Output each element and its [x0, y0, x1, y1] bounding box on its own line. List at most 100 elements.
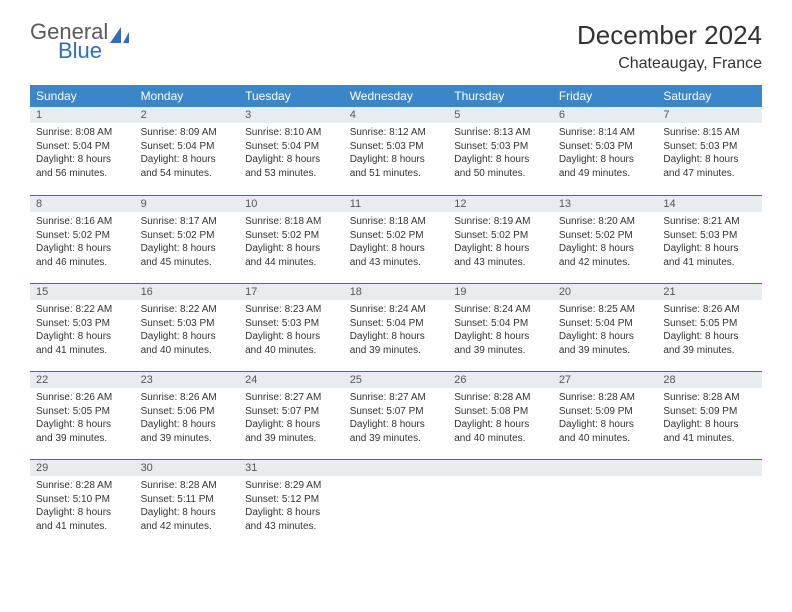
- daylight-line: Daylight: 8 hours and 40 minutes.: [454, 418, 547, 445]
- calendar-day-cell: 23Sunrise: 8:26 AMSunset: 5:06 PMDayligh…: [135, 371, 240, 459]
- day-details: Sunrise: 8:27 AMSunset: 5:07 PMDaylight:…: [344, 388, 449, 451]
- sunset-line: Sunset: 5:04 PM: [350, 317, 443, 331]
- daylight-line: Daylight: 8 hours and 41 minutes.: [36, 506, 129, 533]
- sunset-line: Sunset: 5:02 PM: [141, 229, 234, 243]
- sunrise-line: Sunrise: 8:26 AM: [663, 303, 756, 317]
- sunset-line: Sunset: 5:03 PM: [350, 140, 443, 154]
- sunset-line: Sunset: 5:11 PM: [141, 493, 234, 507]
- sunset-line: Sunset: 5:09 PM: [559, 405, 652, 419]
- calendar-day-cell: [448, 459, 553, 547]
- sunset-line: Sunset: 5:10 PM: [36, 493, 129, 507]
- sunset-line: Sunset: 5:02 PM: [350, 229, 443, 243]
- day-number: 3: [239, 107, 344, 123]
- sunrise-line: Sunrise: 8:12 AM: [350, 126, 443, 140]
- sunrise-line: Sunrise: 8:28 AM: [141, 479, 234, 493]
- day-number: 23: [135, 371, 240, 388]
- sunset-line: Sunset: 5:03 PM: [245, 317, 338, 331]
- day-details: Sunrise: 8:24 AMSunset: 5:04 PMDaylight:…: [448, 300, 553, 363]
- calendar-day-cell: 14Sunrise: 8:21 AMSunset: 5:03 PMDayligh…: [657, 195, 762, 283]
- calendar-day-cell: 24Sunrise: 8:27 AMSunset: 5:07 PMDayligh…: [239, 371, 344, 459]
- daylight-line: Daylight: 8 hours and 47 minutes.: [663, 153, 756, 180]
- day-number: 1: [30, 107, 135, 123]
- sunrise-line: Sunrise: 8:17 AM: [141, 215, 234, 229]
- sunrise-line: Sunrise: 8:08 AM: [36, 126, 129, 140]
- calendar-day-cell: 28Sunrise: 8:28 AMSunset: 5:09 PMDayligh…: [657, 371, 762, 459]
- day-number: 28: [657, 371, 762, 388]
- daylight-line: Daylight: 8 hours and 40 minutes.: [141, 330, 234, 357]
- sunrise-line: Sunrise: 8:29 AM: [245, 479, 338, 493]
- sunrise-line: Sunrise: 8:28 AM: [559, 391, 652, 405]
- sunset-line: Sunset: 5:07 PM: [245, 405, 338, 419]
- sunrise-line: Sunrise: 8:23 AM: [245, 303, 338, 317]
- day-details: Sunrise: 8:22 AMSunset: 5:03 PMDaylight:…: [30, 300, 135, 363]
- calendar-day-cell: 1Sunrise: 8:08 AMSunset: 5:04 PMDaylight…: [30, 107, 135, 195]
- sunset-line: Sunset: 5:03 PM: [454, 140, 547, 154]
- day-number: 30: [135, 459, 240, 476]
- sunset-line: Sunset: 5:03 PM: [663, 140, 756, 154]
- calendar-week-row: 22Sunrise: 8:26 AMSunset: 5:05 PMDayligh…: [30, 371, 762, 459]
- empty-day: [657, 459, 762, 476]
- calendar-day-cell: [657, 459, 762, 547]
- calendar-day-cell: 5Sunrise: 8:13 AMSunset: 5:03 PMDaylight…: [448, 107, 553, 195]
- sunset-line: Sunset: 5:02 PM: [245, 229, 338, 243]
- calendar-day-cell: 16Sunrise: 8:22 AMSunset: 5:03 PMDayligh…: [135, 283, 240, 371]
- daylight-line: Daylight: 8 hours and 40 minutes.: [559, 418, 652, 445]
- daylight-line: Daylight: 8 hours and 43 minutes.: [350, 242, 443, 269]
- sunrise-line: Sunrise: 8:28 AM: [663, 391, 756, 405]
- sunrise-line: Sunrise: 8:22 AM: [36, 303, 129, 317]
- empty-day: [344, 459, 449, 476]
- daylight-line: Daylight: 8 hours and 46 minutes.: [36, 242, 129, 269]
- daylight-line: Daylight: 8 hours and 41 minutes.: [663, 242, 756, 269]
- calendar-week-row: 29Sunrise: 8:28 AMSunset: 5:10 PMDayligh…: [30, 459, 762, 547]
- brand-word-2: Blue: [58, 39, 132, 62]
- day-details: Sunrise: 8:28 AMSunset: 5:08 PMDaylight:…: [448, 388, 553, 451]
- sunset-line: Sunset: 5:08 PM: [454, 405, 547, 419]
- calendar-day-cell: 12Sunrise: 8:19 AMSunset: 5:02 PMDayligh…: [448, 195, 553, 283]
- calendar-day-cell: 3Sunrise: 8:10 AMSunset: 5:04 PMDaylight…: [239, 107, 344, 195]
- sunset-line: Sunset: 5:03 PM: [559, 140, 652, 154]
- day-details: Sunrise: 8:28 AMSunset: 5:11 PMDaylight:…: [135, 476, 240, 539]
- sunrise-line: Sunrise: 8:24 AM: [454, 303, 547, 317]
- calendar-week-row: 15Sunrise: 8:22 AMSunset: 5:03 PMDayligh…: [30, 283, 762, 371]
- daylight-line: Daylight: 8 hours and 44 minutes.: [245, 242, 338, 269]
- day-details: Sunrise: 8:20 AMSunset: 5:02 PMDaylight:…: [553, 212, 658, 275]
- day-number: 17: [239, 283, 344, 300]
- daylight-line: Daylight: 8 hours and 39 minutes.: [141, 418, 234, 445]
- daylight-line: Daylight: 8 hours and 51 minutes.: [350, 153, 443, 180]
- empty-day: [553, 459, 658, 476]
- day-details: Sunrise: 8:16 AMSunset: 5:02 PMDaylight:…: [30, 212, 135, 275]
- calendar-day-cell: 6Sunrise: 8:14 AMSunset: 5:03 PMDaylight…: [553, 107, 658, 195]
- calendar-day-cell: 15Sunrise: 8:22 AMSunset: 5:03 PMDayligh…: [30, 283, 135, 371]
- calendar-day-cell: 20Sunrise: 8:25 AMSunset: 5:04 PMDayligh…: [553, 283, 658, 371]
- day-number: 24: [239, 371, 344, 388]
- day-details: Sunrise: 8:10 AMSunset: 5:04 PMDaylight:…: [239, 123, 344, 186]
- weekday-header: Wednesday: [344, 85, 449, 107]
- day-number: 27: [553, 371, 658, 388]
- day-details: Sunrise: 8:18 AMSunset: 5:02 PMDaylight:…: [344, 212, 449, 275]
- daylight-line: Daylight: 8 hours and 39 minutes.: [663, 330, 756, 357]
- daylight-line: Daylight: 8 hours and 40 minutes.: [245, 330, 338, 357]
- day-details: Sunrise: 8:14 AMSunset: 5:03 PMDaylight:…: [553, 123, 658, 186]
- daylight-line: Daylight: 8 hours and 56 minutes.: [36, 153, 129, 180]
- calendar-table: Sunday Monday Tuesday Wednesday Thursday…: [30, 85, 762, 547]
- calendar-day-cell: 9Sunrise: 8:17 AMSunset: 5:02 PMDaylight…: [135, 195, 240, 283]
- day-number: 8: [30, 195, 135, 212]
- sunrise-line: Sunrise: 8:18 AM: [245, 215, 338, 229]
- day-details: Sunrise: 8:28 AMSunset: 5:10 PMDaylight:…: [30, 476, 135, 539]
- day-number: 5: [448, 107, 553, 123]
- day-details: Sunrise: 8:09 AMSunset: 5:04 PMDaylight:…: [135, 123, 240, 186]
- daylight-line: Daylight: 8 hours and 39 minutes.: [36, 418, 129, 445]
- daylight-line: Daylight: 8 hours and 39 minutes.: [245, 418, 338, 445]
- weekday-header: Saturday: [657, 85, 762, 107]
- day-number: 31: [239, 459, 344, 476]
- sunset-line: Sunset: 5:04 PM: [454, 317, 547, 331]
- sunset-line: Sunset: 5:04 PM: [36, 140, 129, 154]
- empty-day: [448, 459, 553, 476]
- day-details: Sunrise: 8:21 AMSunset: 5:03 PMDaylight:…: [657, 212, 762, 275]
- sunrise-line: Sunrise: 8:20 AM: [559, 215, 652, 229]
- daylight-line: Daylight: 8 hours and 39 minutes.: [454, 330, 547, 357]
- day-number: 14: [657, 195, 762, 212]
- day-details: Sunrise: 8:08 AMSunset: 5:04 PMDaylight:…: [30, 123, 135, 186]
- day-number: 7: [657, 107, 762, 123]
- title-block: December 2024 Chateaugay, France: [577, 20, 762, 73]
